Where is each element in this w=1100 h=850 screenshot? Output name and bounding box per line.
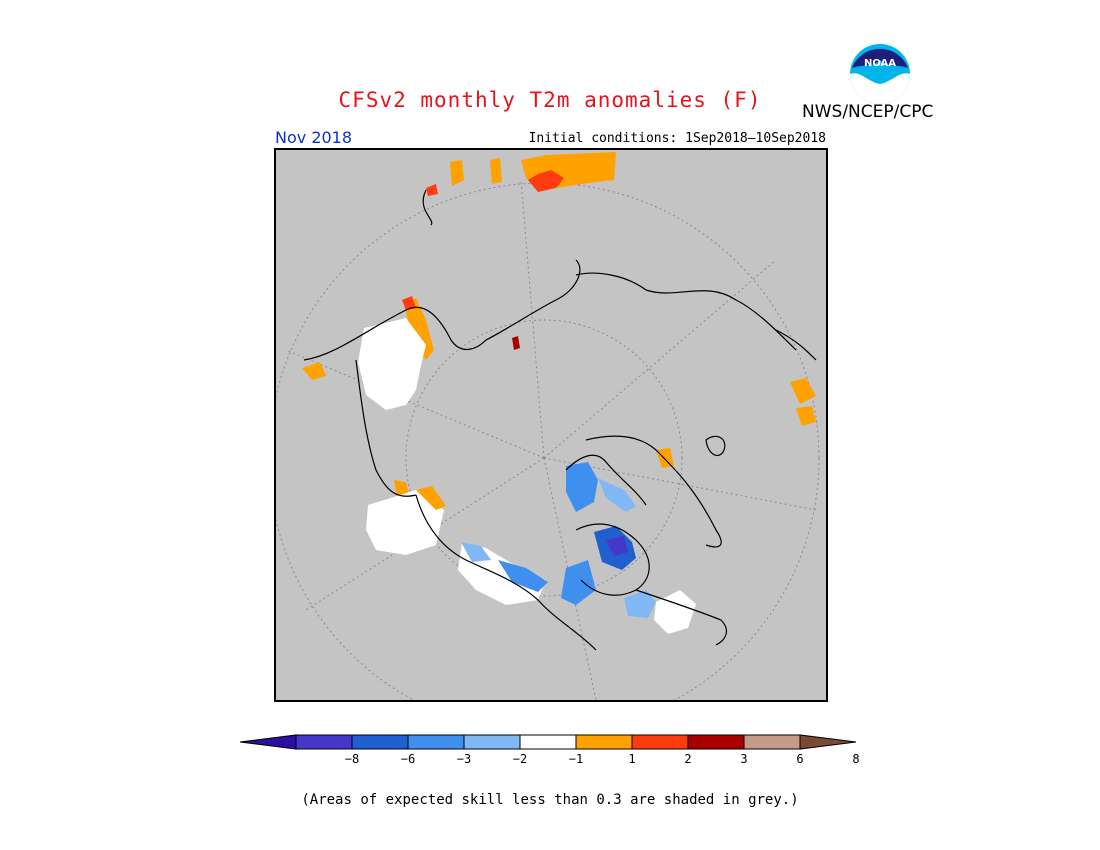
coastline (415, 494, 597, 651)
colorbar-tick-label: −8 (345, 752, 359, 766)
colorbar-tick-label: 2 (684, 752, 691, 766)
warm-anomaly-patch (796, 406, 816, 426)
graticule (276, 179, 820, 700)
greenland-coastline (585, 435, 722, 548)
agency-label: NWS/NCEP/CPC (802, 102, 934, 122)
colorbar: −8 −6 −3 −2 −1 1 2 3 6 8 (238, 730, 864, 774)
warm-anomaly-patch (512, 336, 520, 350)
cold-anomaly-patch (498, 560, 548, 592)
colorbar-bin (407, 734, 465, 750)
anomaly-shading (302, 152, 816, 634)
noaa-logo: NOAA (848, 42, 912, 110)
colorbar-bin (631, 734, 689, 750)
warm-anomaly-patch (416, 486, 446, 510)
coastline (355, 359, 417, 497)
cold-anomaly-patch (606, 536, 628, 556)
colorbar-bin (295, 734, 353, 750)
meridian-line (520, 179, 545, 459)
iceland-coastline (705, 435, 726, 457)
cold-anomaly-patch (598, 478, 636, 512)
coastline (635, 589, 728, 646)
warm-anomaly-patch (790, 378, 816, 404)
polar-map (276, 152, 820, 700)
coastline (575, 272, 797, 351)
colorbar-bin (519, 734, 577, 750)
colorbar-tick-label: 1 (628, 752, 635, 766)
coastline (775, 329, 817, 361)
colorbar-bin (463, 734, 521, 750)
coastline (303, 259, 581, 361)
coastline (565, 454, 647, 506)
colorbar-arrow-low (239, 734, 297, 750)
warm-anomaly-patch (490, 158, 502, 184)
hudson-bay-coastline (575, 523, 650, 596)
colorbar-tick-label: 6 (796, 752, 803, 766)
warm-anomaly-patch (302, 362, 326, 380)
forecast-month-label: Nov 2018 (275, 128, 353, 147)
polar-map-panel (274, 148, 828, 702)
colorbar-tick-label: −2 (513, 752, 527, 766)
coastlines (303, 189, 817, 651)
noaa-logo-icon: NOAA (850, 44, 910, 104)
colorbar-tick-label: 8 (852, 752, 859, 766)
colorbar-svg: −8 −6 −3 −2 −1 1 2 3 6 8 (239, 734, 860, 766)
meridian-line (543, 457, 597, 700)
colorbar-bin (575, 734, 633, 750)
colorbar-tick-label: −3 (457, 752, 471, 766)
warm-anomaly-patch (404, 298, 434, 360)
warm-anomaly-patch (528, 170, 564, 192)
colorbar-tick-label: 3 (740, 752, 747, 766)
warm-anomaly-patch (450, 160, 464, 186)
coastline (422, 189, 433, 226)
near-normal-patch (358, 318, 426, 410)
colorbar-bin (743, 734, 801, 750)
colorbar-tick-label: −6 (401, 752, 415, 766)
cold-anomaly-patch (566, 462, 598, 512)
cold-anomaly-patch (461, 542, 491, 562)
warm-anomaly-patch (426, 184, 438, 196)
latitude-circle-inner (405, 319, 683, 597)
near-normal-patch (654, 590, 696, 634)
colorbar-bin (687, 734, 745, 750)
colorbar-arrow-high (799, 734, 857, 750)
latitude-circle-outer (276, 182, 820, 700)
near-normal-patch (366, 490, 444, 555)
colorbar-tick-label: −1 (569, 752, 583, 766)
skill-footnote: (Areas of expected skill less than 0.3 a… (301, 792, 799, 808)
chart-title: CFSv2 monthly T2m anomalies (F) (338, 88, 762, 112)
initial-conditions-label: Initial conditions: 1Sep2018–10Sep2018 (528, 131, 826, 146)
warm-anomaly-patch (402, 296, 416, 310)
cold-anomaly-patch (561, 560, 596, 605)
meridian-line (285, 349, 545, 459)
noaa-logo-text: NOAA (864, 58, 896, 69)
meridian-line (543, 259, 777, 459)
cold-anomaly-patch (624, 590, 656, 618)
colorbar-bin (351, 734, 409, 750)
